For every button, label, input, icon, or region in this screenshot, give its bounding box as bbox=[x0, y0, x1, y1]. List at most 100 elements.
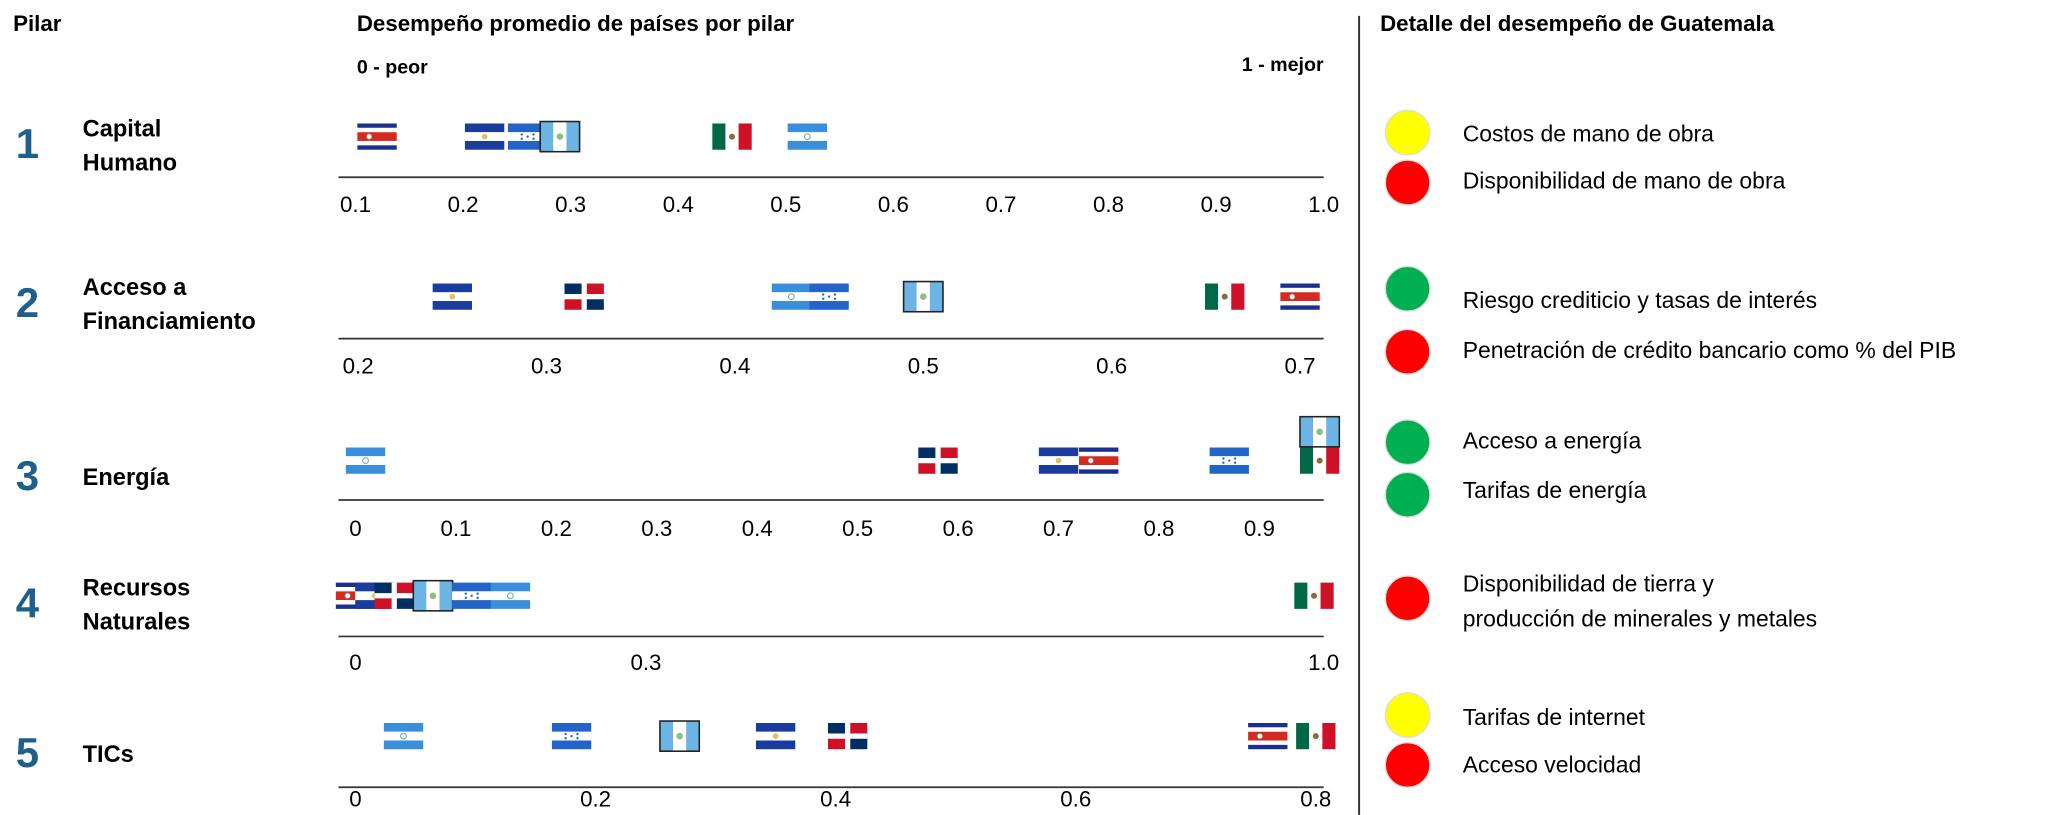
flag-stripe bbox=[929, 281, 943, 312]
flag-marker bbox=[827, 723, 868, 750]
flag-star bbox=[532, 137, 535, 140]
flag-border bbox=[659, 720, 701, 752]
flag-stripe bbox=[357, 123, 397, 128]
flag-stripe bbox=[1326, 447, 1340, 474]
flag-stripe bbox=[1205, 283, 1219, 310]
flag-marker bbox=[1205, 283, 1245, 310]
flag-quarter bbox=[918, 460, 939, 474]
flag-emblem bbox=[1316, 457, 1323, 464]
status-dot bbox=[1384, 742, 1431, 788]
average-header: Desempeño promedio de países por pilar bbox=[357, 11, 795, 36]
flag-quarter bbox=[847, 723, 868, 737]
flag-stripe bbox=[507, 123, 548, 133]
x-tick-label: 0 bbox=[349, 650, 361, 675]
flag-stripe bbox=[490, 582, 531, 592]
flag-marker bbox=[918, 447, 958, 474]
flag-star bbox=[1233, 461, 1237, 464]
flag-cross bbox=[918, 458, 958, 464]
flag-emblem bbox=[344, 592, 351, 599]
flag-star bbox=[520, 137, 523, 140]
flag-stripe bbox=[1079, 447, 1119, 452]
pillar-name: Capital bbox=[83, 116, 162, 142]
flag-stripe bbox=[755, 723, 796, 732]
flag-star bbox=[833, 293, 837, 296]
flag-star bbox=[1233, 457, 1237, 460]
x-tick-label: 0.7 bbox=[1043, 516, 1074, 541]
x-tick-label: 0.3 bbox=[531, 353, 562, 378]
x-tick-label: 0.1 bbox=[440, 516, 471, 541]
flag-marker bbox=[1299, 415, 1341, 448]
flag-emblem bbox=[1312, 733, 1319, 740]
pillar-name: Recursos bbox=[83, 575, 191, 601]
flag-star bbox=[833, 297, 837, 300]
pillar-number: 1 bbox=[16, 120, 39, 167]
x-tick-label: 0.7 bbox=[1285, 353, 1316, 378]
flag-stripe bbox=[357, 140, 397, 146]
flag-star bbox=[822, 297, 825, 300]
detail-label: Riesgo crediticio y tasas de interés bbox=[1463, 287, 1817, 313]
flag-stripe bbox=[686, 721, 700, 752]
flag-star bbox=[464, 596, 467, 600]
detail-header: Detalle del desempeño de Guatemala bbox=[1380, 11, 1775, 36]
flag-star bbox=[1228, 459, 1231, 462]
flag-cross bbox=[564, 294, 604, 300]
flag-stripe bbox=[787, 132, 827, 141]
flag-marker bbox=[551, 723, 592, 750]
flag-quarter bbox=[938, 447, 958, 461]
flag-stripe bbox=[1299, 416, 1314, 447]
x-tick-label: 0.6 bbox=[878, 192, 909, 217]
flag-stripe bbox=[464, 123, 505, 133]
flag-emblem bbox=[1316, 428, 1323, 436]
flag-stripe bbox=[738, 123, 752, 150]
flag-marker bbox=[412, 579, 454, 612]
flag-emblem bbox=[556, 133, 564, 140]
flag-stripe bbox=[787, 123, 827, 133]
flag-stripe bbox=[540, 121, 554, 152]
flag-marker bbox=[712, 123, 752, 150]
flag-stripe bbox=[809, 283, 849, 293]
flag-stripe bbox=[383, 740, 424, 750]
flag-stripe bbox=[490, 591, 531, 601]
pillar-name: Financiamiento bbox=[83, 309, 256, 335]
flag-star bbox=[827, 295, 831, 298]
flag-quarter bbox=[584, 283, 604, 297]
detail-label: Acceso velocidad bbox=[1463, 751, 1642, 777]
status-dot bbox=[1384, 159, 1431, 206]
flag-quarter bbox=[374, 595, 395, 609]
x-tick-label: 0.9 bbox=[1201, 192, 1232, 217]
x-tick-label: 0 bbox=[349, 786, 361, 811]
flag-stripe bbox=[1079, 465, 1119, 470]
flag-marker bbox=[1209, 447, 1249, 474]
flag-stripe bbox=[345, 447, 386, 457]
flag-star bbox=[526, 135, 529, 138]
flag-star bbox=[576, 732, 579, 736]
flag-stripe bbox=[413, 580, 427, 611]
flag-star bbox=[570, 734, 573, 738]
pillar-number: 3 bbox=[16, 452, 39, 499]
flag-quarter bbox=[847, 736, 868, 750]
flag-marker bbox=[1248, 723, 1288, 750]
x-tick-label: 0.8 bbox=[1300, 786, 1331, 811]
flag-emblem bbox=[920, 293, 927, 300]
flag-stripe bbox=[551, 740, 592, 750]
flag-stripe bbox=[1322, 723, 1336, 750]
status-dot bbox=[1384, 265, 1431, 312]
flag-emblem bbox=[1087, 457, 1094, 464]
flag-marker bbox=[1296, 723, 1336, 750]
flag-star bbox=[576, 737, 579, 740]
flag-quarter bbox=[584, 296, 604, 310]
flag-stripe bbox=[1248, 727, 1288, 732]
flag-quarter bbox=[394, 595, 414, 609]
flag-stripe bbox=[357, 127, 397, 133]
flag-stripe bbox=[771, 283, 812, 293]
flag-star bbox=[564, 737, 567, 740]
pillar-number: 2 bbox=[16, 279, 39, 326]
flag-marker bbox=[374, 582, 414, 609]
flag-stripe bbox=[771, 301, 812, 310]
flag-stripe bbox=[1038, 447, 1079, 457]
status-dot bbox=[1384, 419, 1431, 466]
flag-stripe bbox=[809, 301, 849, 310]
flag-stripe bbox=[1209, 447, 1249, 457]
flag-star bbox=[532, 133, 535, 136]
